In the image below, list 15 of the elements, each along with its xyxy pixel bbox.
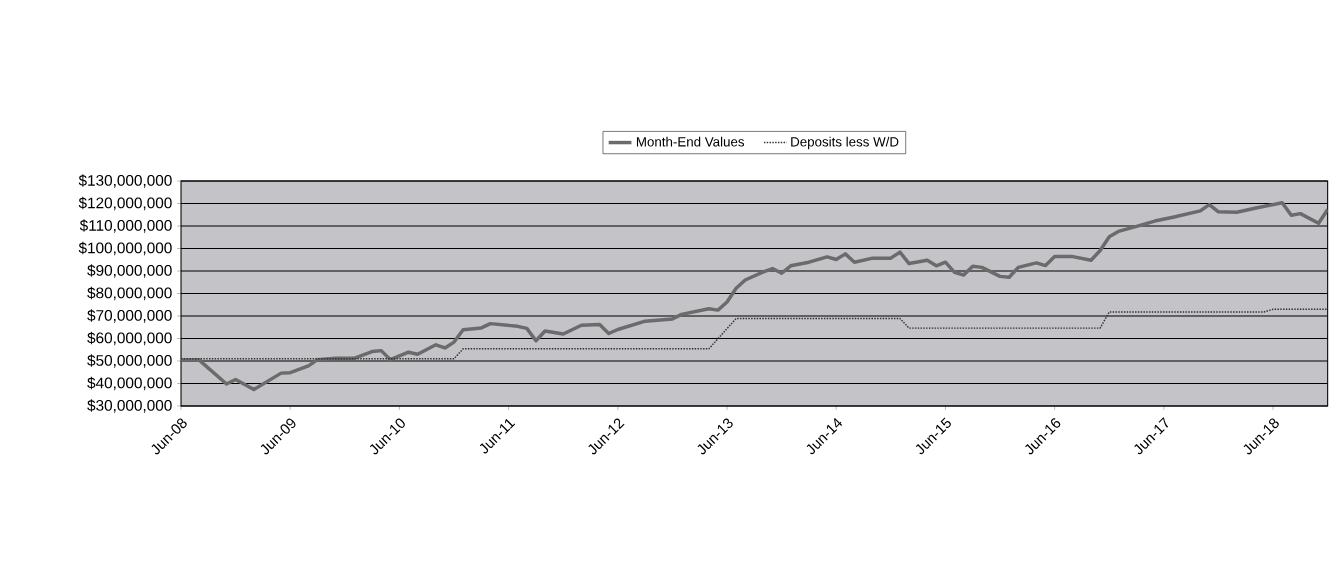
line-series <box>181 201 1328 392</box>
y-tick-label: $120,000,000 <box>78 196 172 211</box>
legend-label: Month-End Values <box>636 136 745 147</box>
y-tick-label: $100,000,000 <box>78 241 172 256</box>
y-tick-label: $30,000,000 <box>87 399 172 413</box>
y-tick-label: $90,000,000 <box>87 264 172 278</box>
y-tick-label: $50,000,000 <box>87 354 172 368</box>
y-tick-label: $40,000,000 <box>87 376 172 391</box>
y-tick-label: $60,000,000 <box>87 331 172 346</box>
y-tick-label: $80,000,000 <box>87 286 172 301</box>
y-tick-label: $130,000,000 <box>78 174 172 188</box>
y-tick-label: $110,000,000 <box>79 219 172 233</box>
y-tick-label: $70,000,000 <box>87 309 172 323</box>
line-series <box>181 308 1328 360</box>
legend-label: Deposits less W/D <box>791 136 899 150</box>
